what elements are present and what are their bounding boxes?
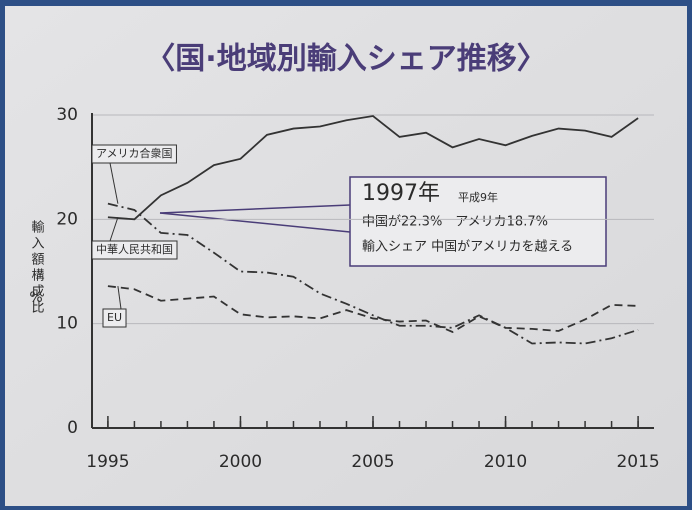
y-tick-label: 0 — [67, 418, 78, 438]
x-tick-label: 2015 — [616, 452, 659, 472]
annotation-era: 平成9年 — [458, 190, 498, 204]
legend-label: 中華人民共和国 — [96, 243, 173, 256]
legend-label: アメリカ合衆国 — [96, 146, 172, 160]
y-tick-label: 30 — [56, 105, 78, 125]
x-tick-label: 1995 — [86, 452, 129, 472]
y-unit: % — [29, 290, 42, 306]
legend-label: EU — [107, 311, 122, 324]
x-tick-label: 2005 — [351, 452, 394, 472]
annotation-text: 輸入シェア 中国がアメリカを越える — [362, 240, 573, 255]
chart-title: 〈国·地域別輸入シェア推移〉 — [145, 42, 546, 77]
annotation-year: 1997年 — [362, 181, 440, 206]
page: 〈国·地域別輸入シェア推移〉 輸入額構成比 % 1997年 平成9年 中国が22… — [0, 0, 692, 510]
x-tick-label: 2010 — [484, 452, 527, 472]
y-tick-label: 10 — [56, 314, 78, 334]
y-tick-label: 20 — [56, 209, 78, 229]
x-tick-label: 2000 — [219, 452, 262, 472]
annotation-text: 中国が22.3% アメリカ18.7% — [362, 215, 548, 230]
chart: 〈国·地域別輸入シェア推移〉 輸入額構成比 % 1997年 平成9年 中国が22… — [0, 0, 692, 510]
